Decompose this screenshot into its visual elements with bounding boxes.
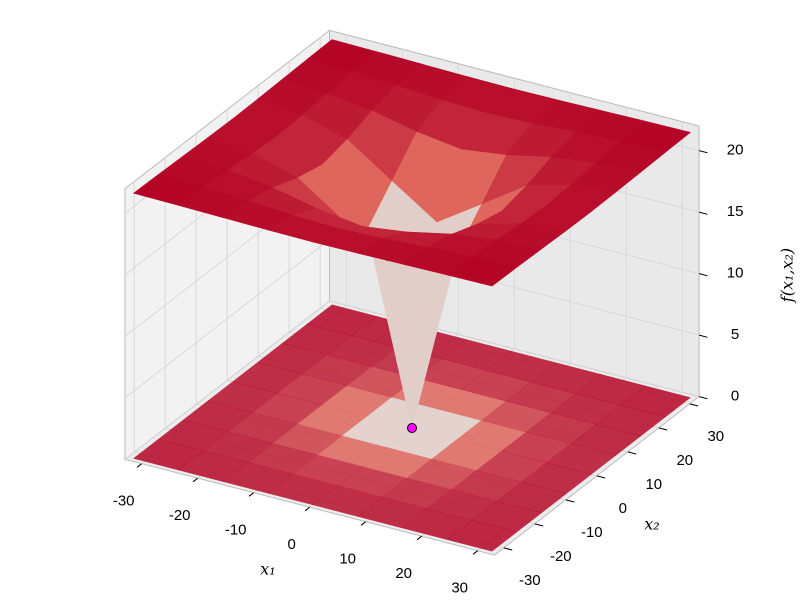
tick-mark <box>503 547 513 551</box>
x-tick-label: -20 <box>169 507 191 524</box>
minimum-marker <box>407 423 417 433</box>
tick-mark <box>304 506 311 512</box>
floor-cell <box>620 385 691 418</box>
x-tick-label: -30 <box>113 493 135 510</box>
z-tick-label: 20 <box>727 142 744 159</box>
tick-mark <box>596 475 606 479</box>
tick-mark <box>698 396 708 400</box>
z-tick-label: 15 <box>727 203 744 220</box>
y-axis-label: x₂ <box>644 515 659 534</box>
y-tick-label: -30 <box>519 572 541 589</box>
z-tick-label: 10 <box>727 265 744 282</box>
x-axis-label: x₁ <box>260 560 275 579</box>
grid-line <box>124 239 330 399</box>
ticks: -30 -20 -10 0 10 20 30 -30 -20 -10 0 10 20 30 0 5 10 15 20 <box>113 142 744 597</box>
tick-mark <box>192 477 199 483</box>
x-tick-label: -10 <box>225 522 247 539</box>
surface <box>132 39 692 429</box>
tick-mark <box>416 535 423 541</box>
surface-cell <box>446 256 518 287</box>
y-tick-label: 30 <box>707 428 724 445</box>
tick-mark <box>698 273 708 277</box>
tick-mark <box>658 427 668 431</box>
grid-line <box>124 300 330 460</box>
tick-mark <box>136 463 143 468</box>
y-tick-label: 10 <box>645 476 662 493</box>
z-axis-label: f(x₁,x₂) <box>778 248 797 303</box>
tick-mark <box>472 550 479 555</box>
tick-mark <box>698 211 708 215</box>
tick-mark <box>689 403 699 407</box>
z-tick-label: 0 <box>731 388 739 405</box>
tick-mark <box>534 523 544 527</box>
tick-mark <box>698 150 708 154</box>
tick-mark <box>248 492 255 497</box>
floor-contour <box>133 304 691 552</box>
y-tick-label: 20 <box>676 452 693 469</box>
tick-mark <box>627 451 637 455</box>
y-tick-label: -20 <box>550 548 572 565</box>
x-tick-label: 20 <box>395 565 412 582</box>
x-tick-label: 0 <box>288 536 296 553</box>
y-tick-label: 0 <box>619 500 627 517</box>
z-tick-label: 5 <box>731 326 739 343</box>
tick-mark <box>565 499 575 503</box>
x-tick-label: 30 <box>451 580 468 597</box>
tick-mark <box>698 334 708 338</box>
tick-mark <box>360 521 367 526</box>
y-tick-label: -10 <box>581 524 603 541</box>
x-tick-label: 10 <box>339 551 356 568</box>
